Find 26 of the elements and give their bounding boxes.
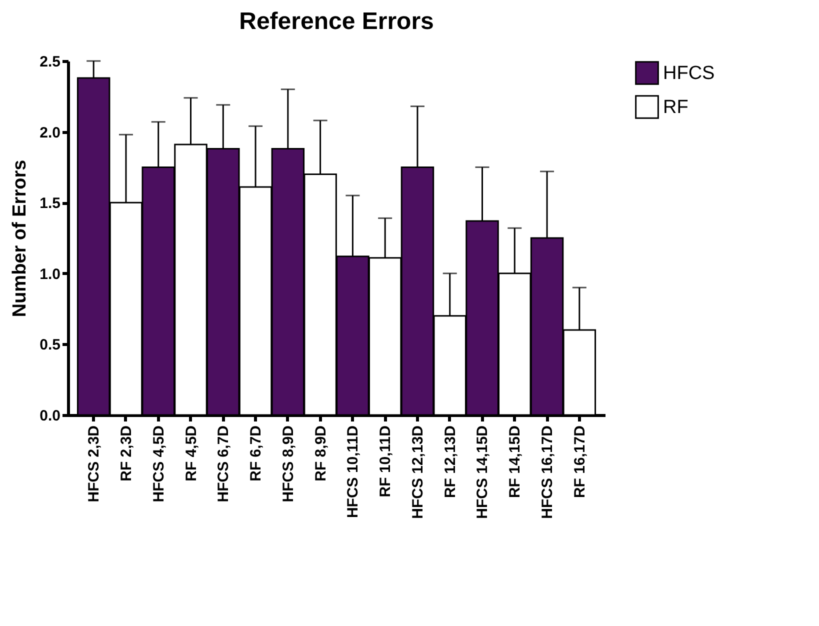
x-tick-label: RF 16,17D <box>571 425 588 498</box>
x-tick-label: HFCS 4,5D <box>150 425 168 502</box>
y-tick-label: 1.5 <box>40 195 60 212</box>
x-tick-label: RF 12,13D <box>442 425 459 498</box>
x-tick-label: HFCS 16,17D <box>539 425 556 519</box>
x-tick-label: HFCS 10,11D <box>344 425 362 518</box>
legend-label: HFCS <box>663 63 715 84</box>
x-tick-label: HFCS 8,9D <box>280 425 297 502</box>
y-tick-label: 0.5 <box>40 336 60 354</box>
x-tick-label: HFCS 12,13D <box>409 425 426 519</box>
x-tick-label: HFCS 14,15D <box>474 425 492 519</box>
x-tick-label: RF 14,15D <box>506 425 524 498</box>
x-tick-label: RF 8,9D <box>312 425 330 482</box>
x-tick-label: HFCS 2,3D <box>86 425 103 502</box>
x-tick-label: RF 2,3D <box>118 425 135 482</box>
x-tick-label: RF 6,7D <box>248 425 265 482</box>
y-tick-label: 2.5 <box>40 54 60 70</box>
y-axis-title: Number of Errors <box>10 160 31 318</box>
chart-title: Reference Errors <box>239 8 434 35</box>
y-tick-label: 0.0 <box>40 408 60 424</box>
x-tick-label: HFCS 6,7D <box>215 425 232 502</box>
y-tick-label: 2.0 <box>40 124 60 142</box>
x-tick-label: RF 10,11D <box>377 425 394 498</box>
legend-label: RF <box>663 97 688 118</box>
x-tick-label: RF 4,5D <box>182 425 200 482</box>
y-tick-label: 1.0 <box>40 266 60 283</box>
